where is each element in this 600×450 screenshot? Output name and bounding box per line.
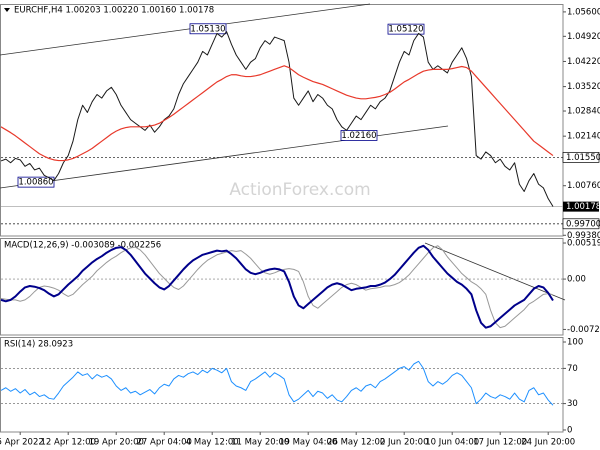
y-tick-label: 70 [567, 364, 578, 374]
y-tick-label: -0.007259 [567, 325, 600, 335]
y-tick-label: 0 [567, 425, 572, 435]
x-tick-label: 17 Jun 12:00 [473, 438, 527, 448]
rsi-panel [0, 337, 564, 433]
annotation-box [17, 176, 55, 188]
level-box [562, 151, 600, 163]
x-tick-label: 19 May 04:00 [279, 438, 337, 448]
x-tick-label: 10 Jun 04:00 [425, 438, 479, 448]
annotation-label: 1.05130 [190, 24, 225, 34]
level-label: 1.01550 [566, 153, 600, 163]
y-tick-label: 1.04920 [567, 32, 600, 42]
x-tick-label: 11 May 20:00 [231, 438, 289, 448]
price-panel [0, 4, 564, 237]
annotation-box [189, 23, 227, 35]
level-label: 0.99700 [566, 219, 600, 229]
channel-upper [0, 3, 371, 56]
y-tick-label: 1.00760 [567, 181, 600, 191]
y-tick-label: 100 [567, 338, 583, 348]
y-tick-label: 0.00 [567, 275, 586, 285]
x-tick-label: 19 Apr 20:00 [88, 438, 143, 448]
watermark: ActionForex.com [229, 180, 370, 200]
panel-title: MACD(12,26,9) -0.003089 -0.002256 [4, 241, 161, 251]
header: EURCHF,H4 1.00203 1.00220 1.00160 1.0017… [14, 6, 214, 16]
series-line [0, 360, 554, 406]
annotation-label: 1.02160 [341, 131, 376, 141]
macd-panel [0, 238, 564, 336]
y-tick-label: 1.05600 [567, 7, 600, 17]
series-line [0, 65, 554, 162]
x-tick-label: 26 May 12:00 [327, 438, 385, 448]
series-line [0, 31, 554, 207]
last-price-label: 1.00178 [566, 202, 600, 212]
y-tick-label: 1.02140 [567, 132, 600, 142]
y-tick-label: 1.04220 [567, 57, 600, 67]
header-arrow [4, 8, 10, 12]
y-tick-label: 0.99380 [567, 231, 600, 241]
y-tick-label: 1.03520 [567, 82, 600, 92]
x-tick-label: 5 Apr 2022 [0, 438, 44, 448]
annotation-box [387, 23, 425, 35]
level-box [562, 218, 600, 230]
x-tick-label: 2 Jun 20:00 [380, 438, 429, 448]
macd-trendline [424, 242, 566, 301]
annotation-box [340, 130, 378, 141]
plot-layer: 1.05600 1.04920 1.04220 1.03520 1.02840 1.021… [0, 7, 600, 447]
y-tick-label: 30 [567, 399, 578, 409]
panel-title: RSI(14) 28.0923 [4, 340, 73, 350]
annotation-label: 1.00860 [18, 178, 53, 188]
x-tick-label: 24 Jun 20:00 [521, 438, 575, 448]
annotation-label: 1.05120 [388, 25, 423, 35]
y-tick-label: 0.005196 [567, 239, 600, 249]
last-price-box [563, 201, 599, 212]
y-tick-label: 1.02840 [567, 107, 600, 117]
series-line [0, 245, 554, 329]
x-tick-label: 12 Apr 12:00 [40, 438, 95, 448]
series-line [0, 244, 554, 329]
x-tick-label: 27 Apr 04:00 [136, 438, 191, 448]
x-tick-label: 4 May 12:00 [186, 438, 239, 448]
